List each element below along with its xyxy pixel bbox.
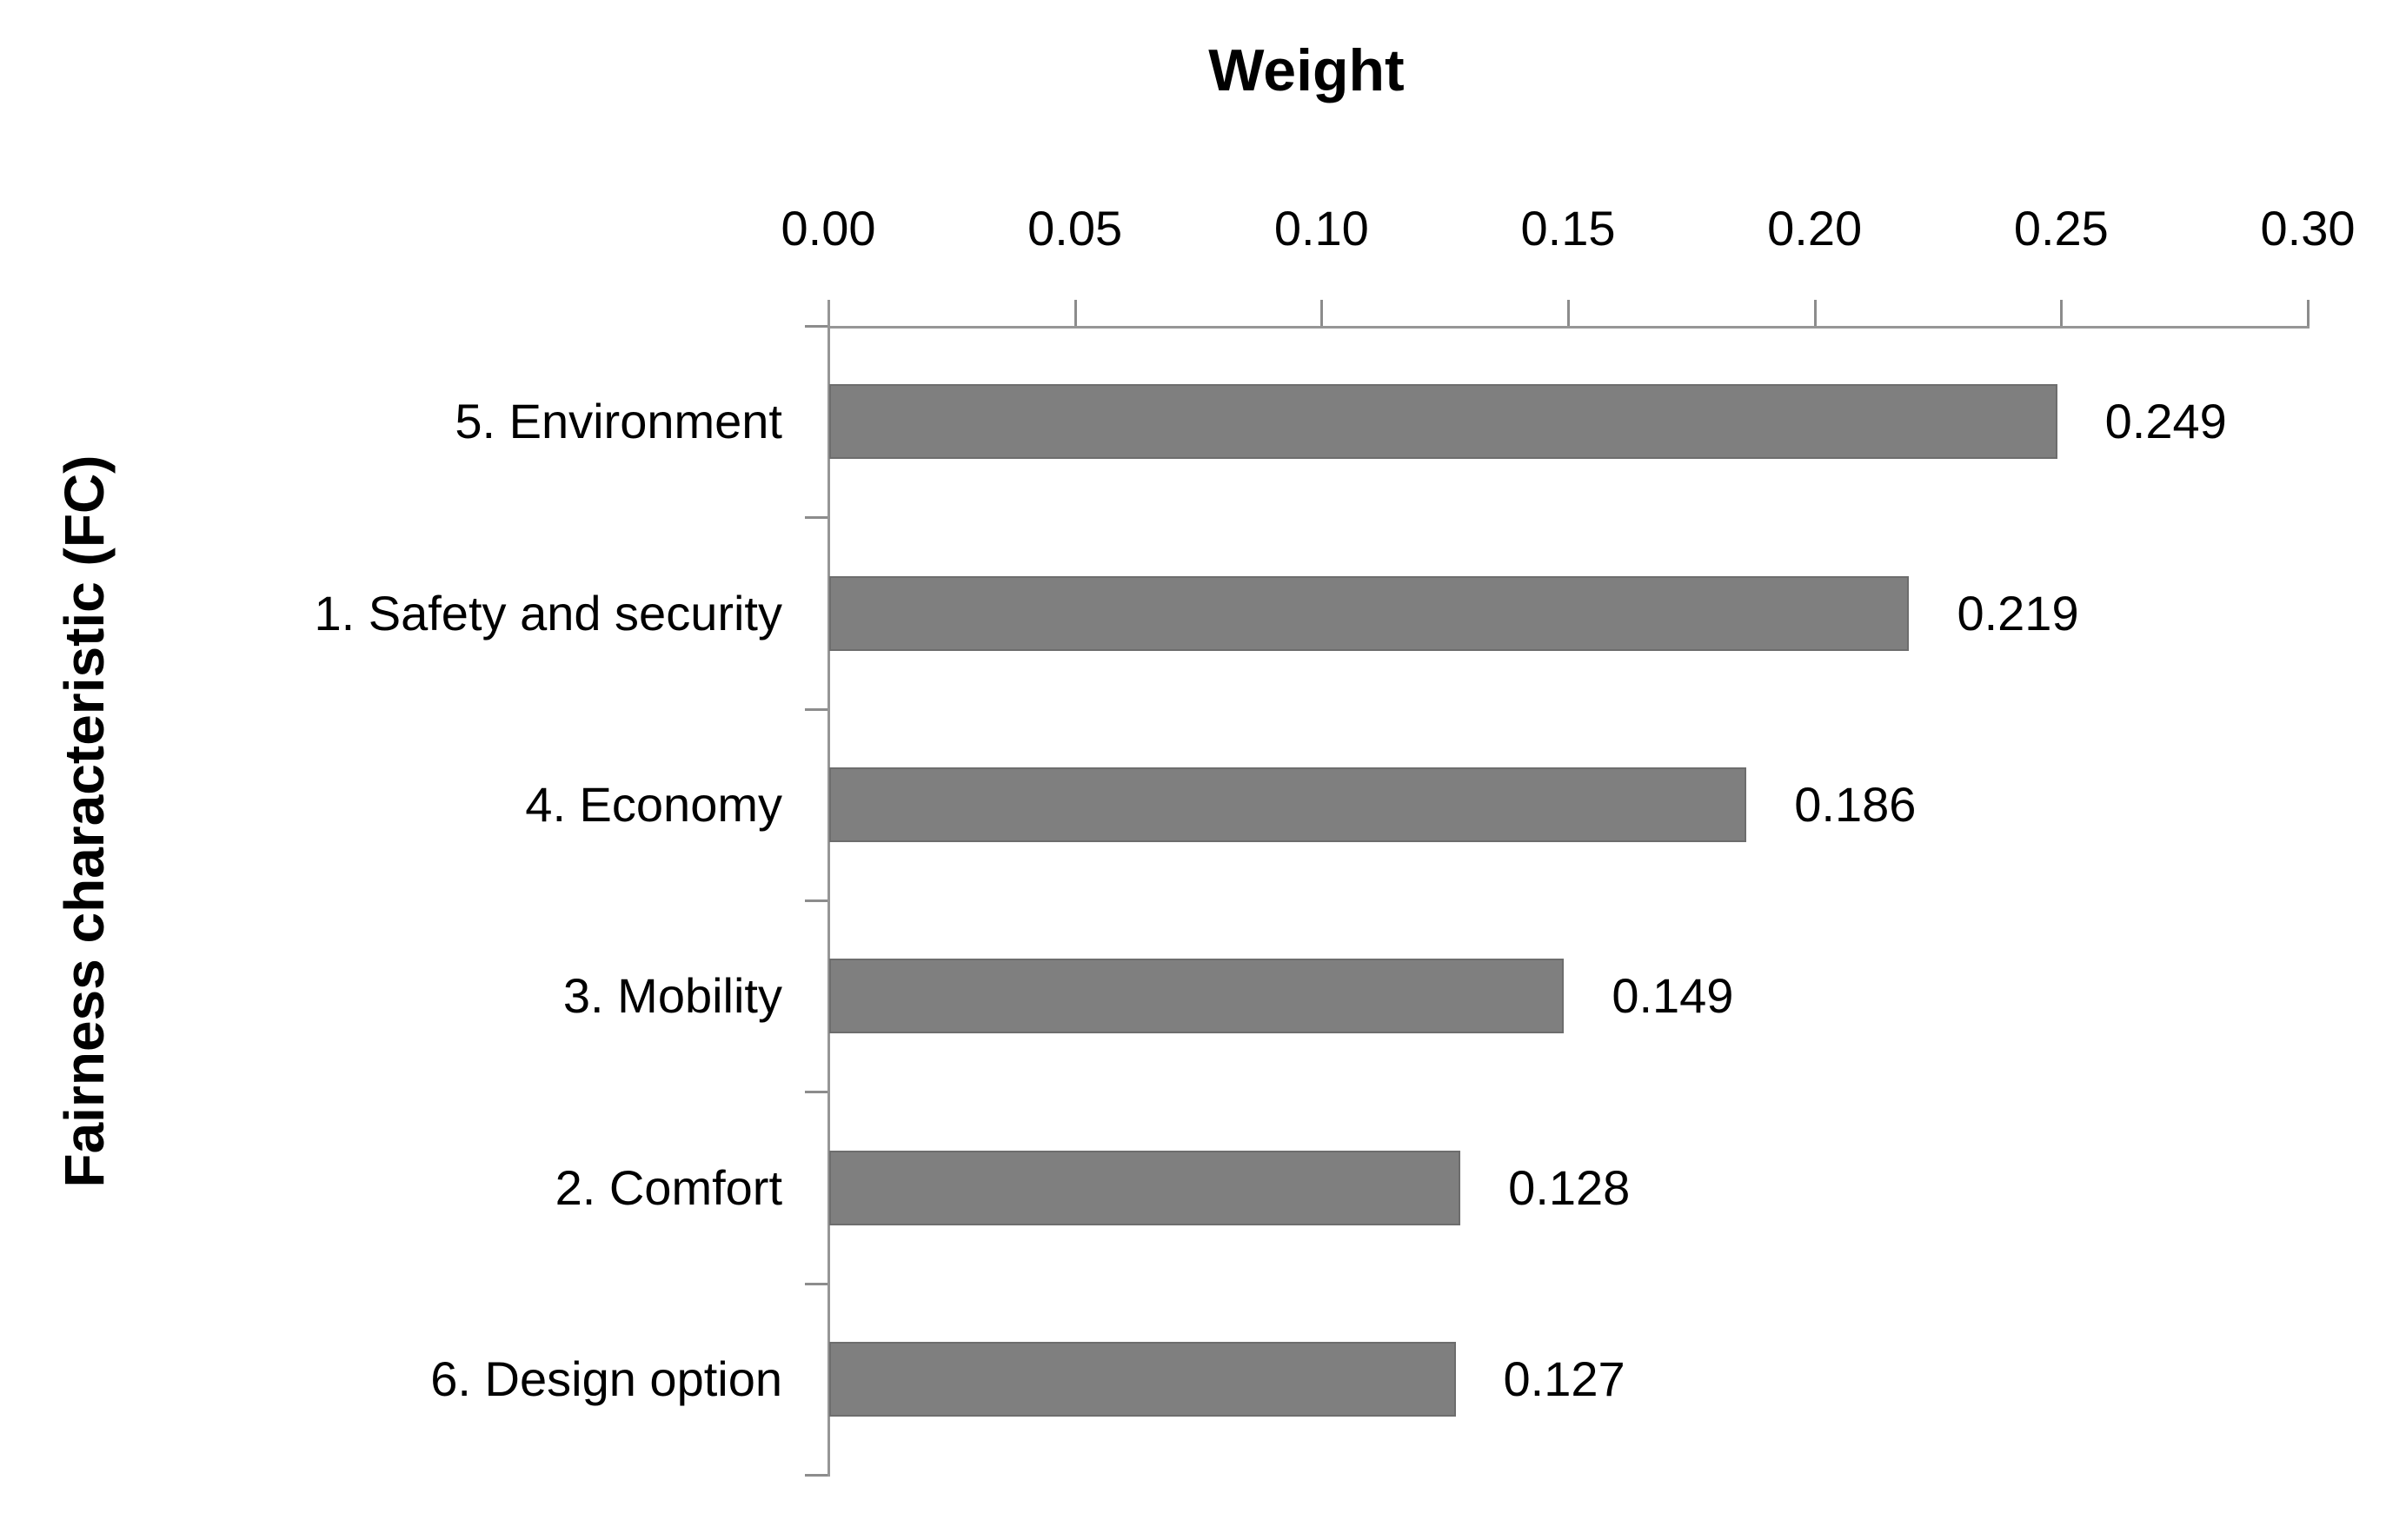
bar <box>829 575 1910 651</box>
bar <box>829 767 1747 842</box>
x-axis-tick-label: 0.05 <box>1027 201 1123 256</box>
bar <box>829 1341 1456 1417</box>
category-label: 3. Mobility <box>562 968 782 1024</box>
x-axis-tick-mark <box>2307 300 2310 326</box>
category-label: 1. Safety and security <box>314 585 782 641</box>
data-label: 0.127 <box>1503 1351 1625 1406</box>
x-axis-tick-label: 0.20 <box>1767 201 1863 256</box>
x-axis-line <box>828 326 2310 329</box>
y-axis-tick-mark <box>805 325 827 328</box>
x-axis-tick-mark <box>1567 300 1570 326</box>
data-label: 0.149 <box>1612 968 1734 1024</box>
category-label: 6. Design option <box>430 1351 782 1406</box>
bar <box>829 384 2057 460</box>
data-label: 0.128 <box>1508 1159 1631 1215</box>
x-axis-tick-label: 0.10 <box>1273 201 1369 256</box>
data-label: 0.249 <box>2104 394 2227 449</box>
category-label: 2. Comfort <box>555 1159 782 1215</box>
x-axis-tick-label: 0.00 <box>781 201 876 256</box>
category-label: 4. Economy <box>525 776 782 832</box>
y-axis-tick-mark <box>805 516 827 520</box>
y-axis-tick-mark <box>805 1282 827 1285</box>
x-axis-tick-mark <box>1320 300 1324 326</box>
category-label: 5. Environment <box>455 394 782 449</box>
data-label: 0.219 <box>1957 585 2079 641</box>
chart-title: Weight <box>1208 37 1405 103</box>
data-label: 0.186 <box>1794 776 1917 832</box>
x-axis-tick-mark <box>1073 300 1077 326</box>
x-axis-tick-mark <box>1813 300 1817 326</box>
y-axis-tick-mark <box>805 1474 827 1477</box>
x-axis-tick-label: 0.25 <box>2013 201 2109 256</box>
x-axis-tick-label: 0.15 <box>1520 201 1616 256</box>
bar <box>829 1150 1461 1225</box>
y-axis-tick-mark <box>805 899 827 902</box>
y-axis-tick-mark <box>805 1091 827 1094</box>
x-axis-tick-label: 0.30 <box>2260 201 2356 256</box>
x-axis-tick-mark <box>2060 300 2064 326</box>
y-axis-tick-mark <box>805 707 827 711</box>
y-axis-line <box>827 300 830 1477</box>
bar <box>829 959 1565 1034</box>
